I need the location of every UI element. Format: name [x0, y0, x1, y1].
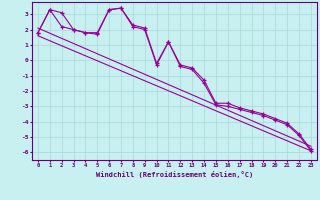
- X-axis label: Windchill (Refroidissement éolien,°C): Windchill (Refroidissement éolien,°C): [96, 171, 253, 178]
